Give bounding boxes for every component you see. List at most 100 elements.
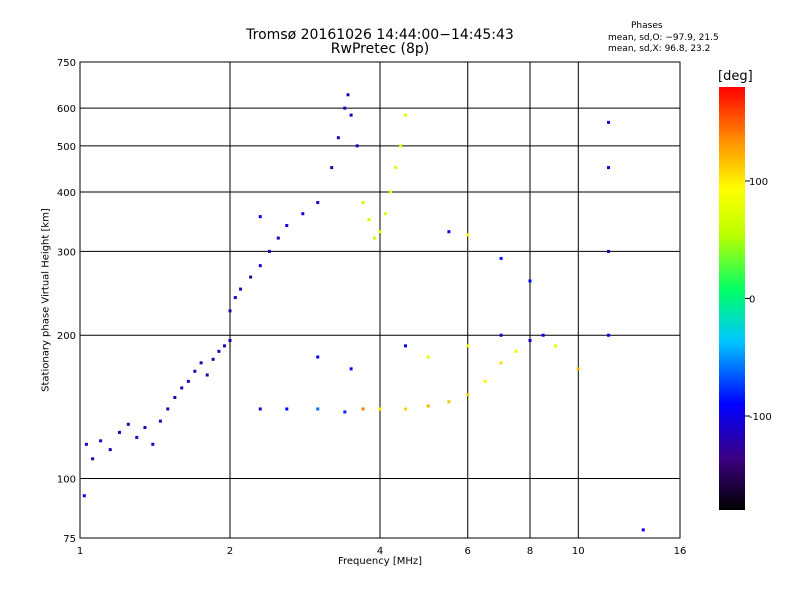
scatter-point (249, 275, 253, 279)
scatter-point (607, 333, 611, 337)
colorbar (719, 87, 745, 510)
scatter-point (466, 233, 470, 237)
x-axis-label: Frequency [MHz] (337, 556, 423, 567)
scatter-point (193, 369, 197, 373)
scatter-point (180, 386, 184, 390)
y-tick-label: 100 (57, 475, 76, 486)
x-tick-label: 2 (227, 546, 233, 557)
scatter-point (383, 212, 387, 216)
scatter-point (389, 190, 393, 194)
scatter-point (99, 439, 103, 443)
scatter-point (258, 264, 262, 268)
phases-title: Phases (631, 21, 663, 31)
scatter-point (447, 230, 451, 234)
scatter-points (82, 93, 645, 532)
phases-x-stats: mean, sd,X: 96.8, 23.2 (608, 44, 711, 54)
scatter-point (447, 400, 451, 404)
scatter-point (108, 448, 112, 452)
scatter-point (361, 407, 365, 411)
scatter-point (541, 333, 545, 337)
scatter-point (285, 224, 289, 228)
y-tick-label: 750 (57, 58, 76, 69)
scatter-point (151, 442, 155, 446)
y-tick-label: 300 (57, 247, 76, 258)
scatter-point (355, 144, 359, 148)
y-tick-label: 400 (57, 188, 76, 199)
scatter-point (82, 494, 86, 498)
scatter-point (378, 230, 382, 234)
scatter-point (576, 367, 580, 371)
x-tick-label: 16 (674, 546, 687, 557)
scatter-point (316, 355, 320, 359)
x-tick-label: 1 (77, 546, 83, 557)
colorbar-tick-label: 100 (749, 177, 768, 188)
scatter-point (394, 166, 398, 170)
scatter-point (223, 344, 227, 348)
scatter-point (553, 344, 557, 348)
scatter-point (228, 309, 232, 313)
scatter-point (233, 296, 237, 300)
scatter-point (173, 395, 177, 399)
scatter-point (514, 349, 518, 353)
colorbar-tick-label: -100 (749, 412, 772, 423)
scatter-point (343, 410, 347, 414)
scatter-point (607, 120, 611, 124)
scatter-point (117, 430, 121, 434)
scatter-point (641, 528, 645, 532)
colorbar-ticks: 100 0 -100 (745, 177, 772, 423)
scatter-point (528, 279, 532, 283)
y-tick-label: 600 (57, 104, 76, 115)
scatter-point (607, 249, 611, 253)
x-tick-label: 8 (527, 546, 533, 557)
scatter-point (135, 435, 139, 439)
scatter-point (228, 338, 232, 342)
scatter-point (403, 407, 407, 411)
plot-frame (79, 61, 681, 539)
scatter-point (403, 113, 407, 117)
scatter-point (607, 166, 611, 170)
scatter-point (258, 407, 262, 411)
scatter-point (276, 236, 280, 240)
grid (80, 62, 680, 538)
scatter-point (336, 136, 340, 140)
scatter-point (499, 361, 503, 365)
phases-o-stats: mean, sd,O: −97.9, 21.5 (608, 33, 719, 43)
scatter-point (403, 344, 407, 348)
scatter-point (499, 256, 503, 260)
scatter-point (349, 367, 353, 371)
y-tick-label: 75 (63, 534, 76, 545)
scatter-point (343, 106, 347, 110)
scatter-point (373, 236, 377, 240)
chart-title: Tromsø 20161026 14:44:00−14:45:43 (246, 27, 514, 43)
scatter-point (466, 393, 470, 397)
scatter-point (346, 93, 350, 97)
scatter-point (330, 166, 334, 170)
scatter-point (199, 361, 203, 365)
scatter-point (158, 419, 162, 423)
scatter-point (84, 442, 88, 446)
scatter-point (367, 218, 371, 222)
colorbar-title: [deg] (718, 69, 753, 84)
y-tick-label: 500 (57, 142, 76, 153)
scatter-point (399, 144, 403, 148)
scatter-point (211, 357, 215, 361)
scatter-point (166, 407, 170, 411)
scatter-point (426, 404, 430, 408)
scatter-point (316, 201, 320, 205)
axis-ticks: 1 2 4 6 8 10 16 75 100 200 300 400 500 600 750 (57, 58, 686, 557)
scatter-point (258, 215, 262, 219)
scatter-point (239, 287, 243, 291)
scatter-point (426, 355, 430, 359)
scatter-point (143, 425, 147, 429)
scatter-point (483, 379, 487, 383)
scatter-point (499, 333, 503, 337)
scatter-point (217, 349, 221, 353)
scatter-point (528, 338, 532, 342)
scatter-point (378, 407, 382, 411)
scatter-point (285, 407, 289, 411)
x-tick-label: 4 (377, 546, 383, 557)
scatter-point (349, 113, 353, 117)
scatter-point (91, 457, 95, 461)
y-tick-label: 200 (57, 331, 76, 342)
